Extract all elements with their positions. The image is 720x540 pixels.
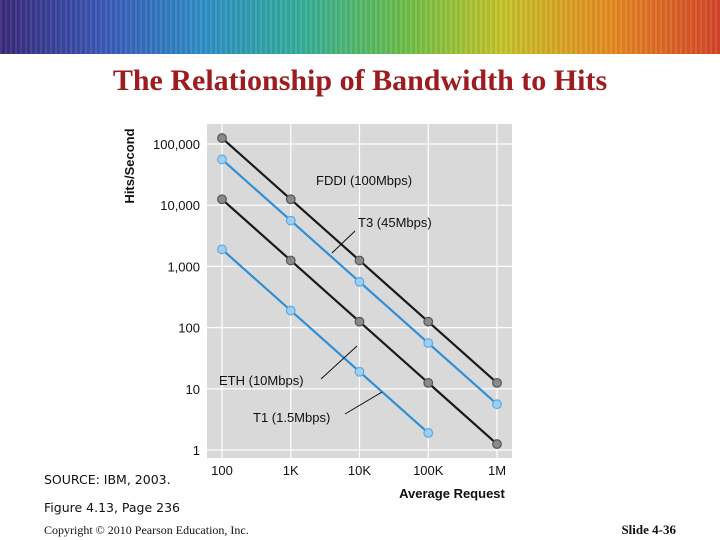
data-point [492, 439, 502, 449]
series-label: T1 (1.5Mbps) [253, 410, 330, 425]
y-tick-label: 10,000 [160, 198, 200, 213]
y-tick-label: 10 [186, 382, 200, 397]
data-point [354, 255, 365, 266]
copyright-notice: Copyright © 2010 Pearson Education, Inc. [44, 523, 249, 537]
data-point [492, 377, 502, 388]
x-tick-label: 1M [488, 463, 506, 478]
x-tick-label: 10K [348, 463, 371, 478]
data-point [492, 399, 502, 410]
y-tick-label: 100,000 [153, 137, 200, 152]
source-note: SOURCE: IBM, 2003. [44, 472, 171, 487]
data-point [423, 338, 434, 348]
y-tick-label: 1 [193, 443, 200, 458]
y-axis-title: Hits/Second [122, 128, 137, 203]
data-point [285, 215, 296, 226]
y-tick-label: 100 [178, 321, 200, 336]
data-point [423, 377, 434, 388]
slide-number: Slide 4-36 [621, 522, 676, 537]
data-point [354, 316, 365, 327]
x-tick-label: 1K [283, 463, 299, 478]
data-point [217, 154, 227, 165]
series-label: FDDI (100Mbps) [316, 173, 412, 188]
data-point [423, 428, 434, 438]
data-point [285, 194, 296, 205]
data-point [354, 366, 365, 377]
series-label-leader [331, 230, 356, 254]
x-axis-title: Average Request [399, 486, 505, 501]
series-label: ETH (10Mbps) [219, 373, 304, 388]
data-point [354, 276, 365, 287]
data-point [217, 133, 227, 143]
data-point [217, 244, 227, 255]
decorative-banner [0, 0, 720, 54]
x-tick-label: 100 [211, 463, 233, 478]
data-point [285, 255, 296, 266]
data-point [285, 305, 296, 316]
series-label-leader [320, 345, 358, 380]
x-tick-label: 100K [413, 463, 444, 478]
series-line [221, 248, 429, 434]
series-label: T3 (45Mbps) [358, 215, 432, 230]
y-tick-label: 1,000 [167, 259, 200, 274]
figure-reference: Figure 4.13, Page 236 [44, 500, 181, 515]
data-point [423, 316, 434, 327]
series-label-leader [344, 391, 383, 415]
slide-title: The Relationship of Bandwidth to Hits [112, 64, 608, 97]
data-point [217, 194, 227, 205]
